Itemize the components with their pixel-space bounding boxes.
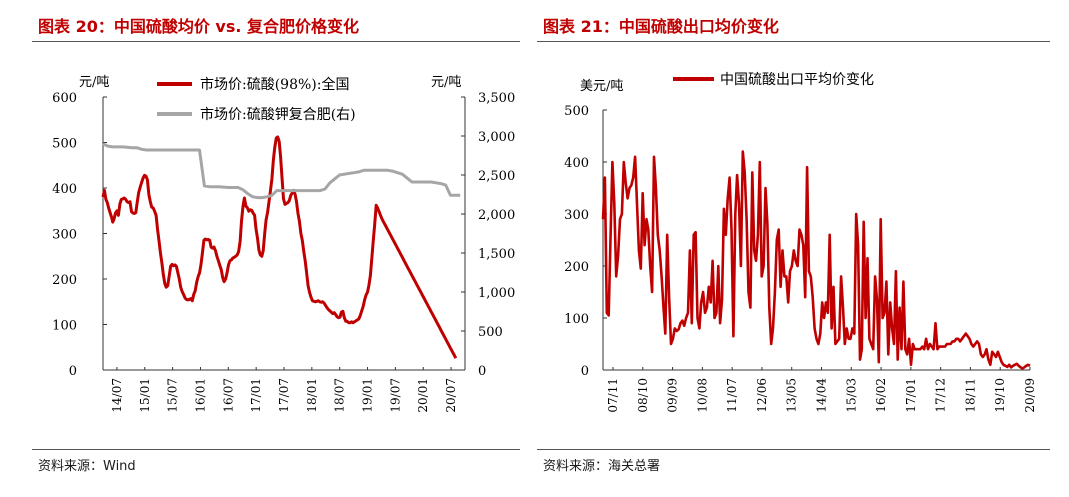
x-tick-label: 16/07 (221, 378, 235, 413)
x-tick-label: 20/09 (1023, 378, 1037, 413)
left-source-rule (32, 449, 520, 450)
right-source: 资料来源：海关总署 (543, 459, 661, 474)
x-tick-label: 11/07 (725, 378, 739, 413)
right-source-rule (537, 449, 1050, 450)
right-y-tick-label: 3,500 (478, 91, 515, 106)
right-y-tick-label: 2,500 (478, 169, 515, 184)
y-tick-label: 500 (564, 104, 589, 119)
right-y-tick-label: 2,000 (478, 208, 515, 223)
left-y-tick-label: 0 (69, 364, 77, 379)
legend-label: 市场价:硫酸(98%):全国 (200, 76, 349, 93)
x-tick-label: 15/01 (138, 378, 152, 413)
right-y-tick-label: 1,000 (478, 286, 515, 301)
right-y-tick-label: 500 (478, 325, 503, 340)
x-tick-label: 19/07 (388, 378, 402, 413)
x-tick-label: 17/01 (249, 378, 263, 413)
x-tick-label: 08/10 (636, 378, 650, 413)
x-tick-label: 18/07 (333, 378, 347, 413)
y-tick-label: 0 (581, 364, 589, 379)
left-y-tick-label: 200 (52, 273, 77, 288)
x-tick-label: 12/06 (755, 378, 769, 413)
x-tick-label: 16/02 (874, 378, 888, 413)
x-tick-label: 18/11 (963, 378, 977, 413)
left-y-tick-label: 600 (52, 91, 77, 106)
compound-fertilizer-price-line (102, 142, 461, 200)
right-title-rule (537, 41, 1050, 42)
x-tick-label: 18/01 (305, 378, 319, 413)
legend-label: 市场价:硫酸钾复合肥(右) (200, 106, 356, 123)
legend-label: 中国硫酸出口平均价变化 (720, 72, 874, 88)
right-chart: 0 100 200 300 400 500 美元/吨 07/11 08/10 09/09 10/08… (564, 72, 1037, 413)
x-tick-label: 17/07 (277, 378, 291, 413)
left-y-unit: 元/吨 (79, 75, 109, 90)
y-tick-label: 400 (564, 156, 589, 171)
right-y-tick-label: 1,500 (478, 247, 515, 262)
x-tick-label: 14/04 (815, 378, 829, 413)
x-tick-label: 09/09 (666, 378, 680, 413)
x-tick-label: 14/07 (110, 378, 124, 413)
y-tick-label: 200 (564, 260, 589, 275)
x-tick-label: 20/07 (444, 378, 458, 413)
y-tick-label: 100 (564, 312, 589, 327)
x-tick-label: 17/12 (934, 378, 948, 413)
left-y-tick-label: 500 (52, 137, 77, 152)
x-tick-label: 17/01 (904, 378, 918, 413)
y-unit: 美元/吨 (580, 79, 623, 94)
right-y-tick-label: 3,000 (478, 130, 515, 145)
x-tick-label: 19/01 (361, 378, 375, 413)
left-y-tick-label: 400 (52, 182, 77, 197)
left-source: 资料来源：Wind (38, 459, 136, 474)
x-tick-label: 19/10 (993, 378, 1007, 413)
left-title-rule (32, 41, 520, 42)
x-tick-label: 20/01 (416, 378, 430, 413)
x-tick-label: 10/08 (695, 378, 709, 413)
sulfuric-acid-price-line (101, 135, 458, 359)
right-y-unit: 元/吨 (431, 75, 461, 90)
x-tick-label: 07/11 (606, 378, 620, 413)
right-y-tick-label: 0 (478, 364, 486, 379)
left-y-tick-label: 300 (52, 228, 77, 243)
right-chart-title: 图表 21：中国硫酸出口均价变化 (543, 17, 779, 36)
x-tick-label: 15/03 (844, 378, 858, 413)
x-tick-label: 13/05 (785, 378, 799, 413)
left-chart: 0 100 200 300 400 500 600 0 500 1,000 1,500 2,000 2,… (52, 75, 515, 413)
left-chart-title: 图表 20：中国硫酸均价 vs. 复合肥价格变化 (38, 17, 360, 36)
y-tick-label: 300 (564, 208, 589, 223)
x-tick-label: 15/07 (166, 378, 180, 413)
left-y-tick-label: 100 (52, 319, 77, 334)
export-price-line (601, 150, 1031, 370)
x-tick-label: 16/01 (193, 378, 207, 413)
